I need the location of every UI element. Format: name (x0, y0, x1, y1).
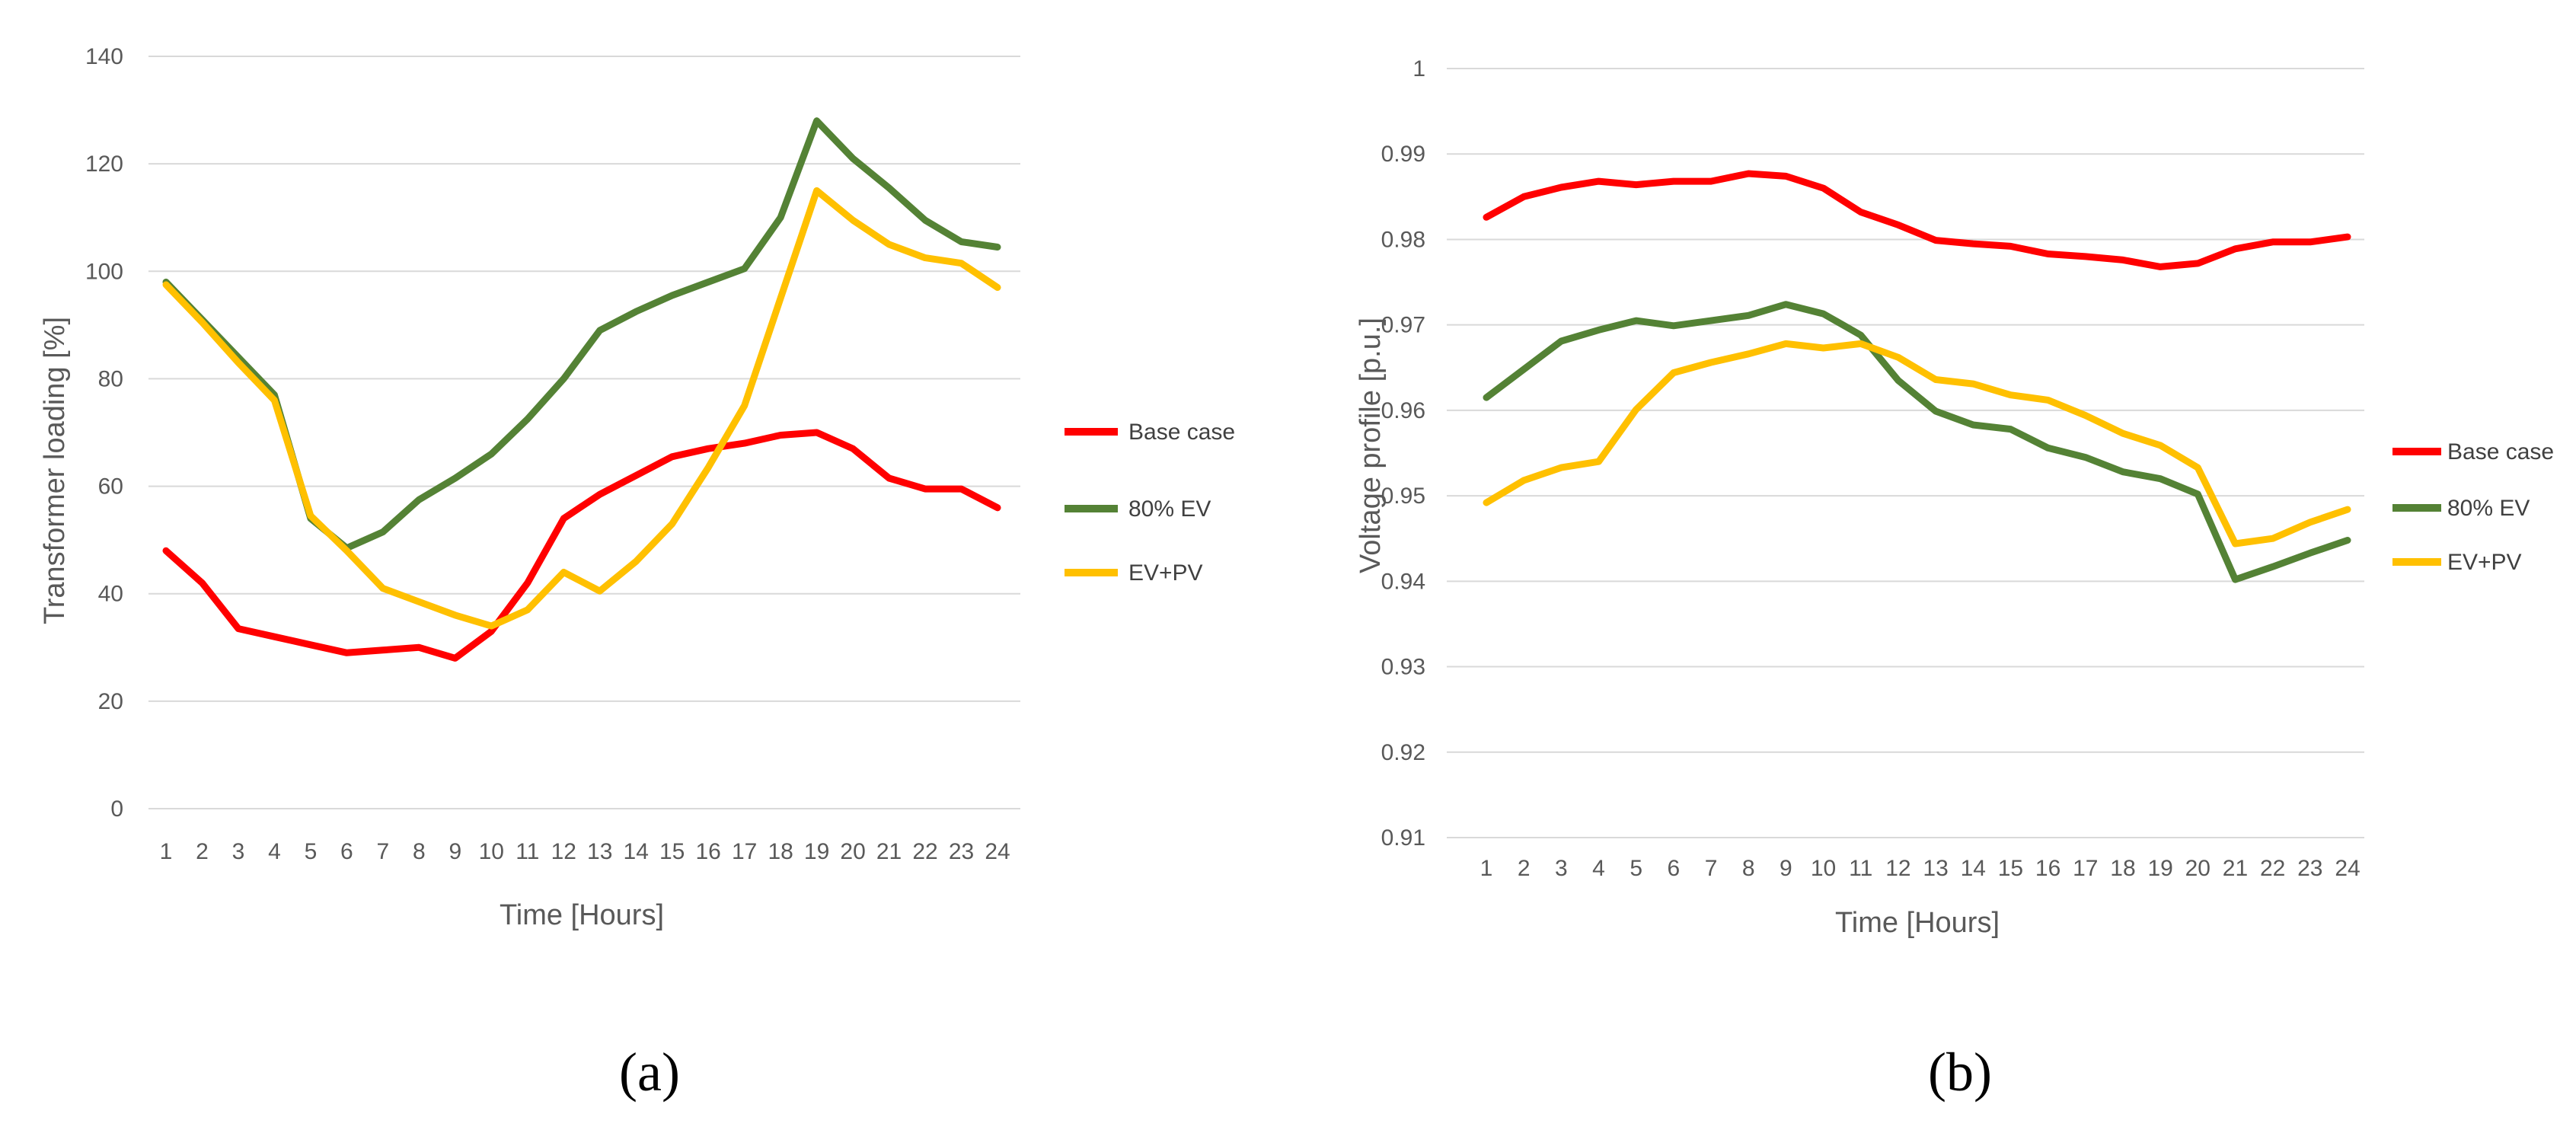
chart-a-x-tick-label: 16 (695, 839, 720, 864)
chart-b-y-axis-title: Voltage profile [p.u.] (1355, 318, 1387, 573)
chart-b-x-tick-label: 13 (1923, 856, 1948, 881)
chart-a-x-tick-label: 14 (624, 839, 649, 864)
chart-b-x-tick-label: 2 (1518, 856, 1531, 881)
chart-a-caption: (a) (619, 1042, 680, 1103)
chart-a-x-tick-label: 2 (196, 839, 209, 864)
chart-a-x-tick-label: 18 (768, 839, 793, 864)
chart-a-x-tick-label: 10 (479, 839, 504, 864)
chart-b-x-tick-label: 12 (1885, 856, 1910, 881)
chart-a-x-tick-label: 21 (876, 839, 902, 864)
chart-a-series-line-80-ev (162, 117, 1001, 552)
chart-b-series-line-ev-pv (1483, 340, 2351, 547)
chart-b-x-tick-label: 8 (1742, 856, 1755, 881)
chart-a-legend: Base case 80% EV EV+PV (1065, 420, 1235, 586)
chart-b-x-tick-label: 6 (1668, 856, 1681, 881)
chart-a-x-tick-label: 24 (985, 839, 1010, 864)
chart-a-y-tick-label: 80 (98, 366, 123, 391)
chart-b-legend-label: 80% EV (2447, 496, 2530, 521)
chart-b-x-tick-label: 5 (1630, 856, 1642, 881)
chart-b-x-tick-label: 23 (2297, 856, 2322, 881)
chart-a-x-axis-title: Time [Hours] (500, 899, 664, 931)
chart-a-y-tick-label: 60 (98, 474, 123, 500)
chart-b-legend-label: EV+PV (2447, 550, 2522, 575)
chart-a-x-tick-label: 17 (732, 839, 757, 864)
chart-a-y-tick-label: 120 (85, 152, 123, 177)
chart-a-y-tick-label: 20 (98, 689, 123, 714)
chart-b-x-tick-label: 7 (1705, 856, 1718, 881)
chart-b-x-tick-label: 3 (1555, 856, 1568, 881)
chart-b-x-tick-label: 20 (2185, 856, 2211, 881)
chart-b-y-tick-label: 0.91 (1381, 825, 1425, 851)
chart-b-y-tick-label: 0.93 (1381, 655, 1425, 680)
chart-b-x-axis-title: Time [Hours] (1835, 907, 2000, 939)
chart-b-x-tick-label: 18 (2110, 856, 2135, 881)
chart-a-y-tick-label: 140 (85, 44, 123, 69)
chart-b-x-tick-label: 4 (1592, 856, 1605, 881)
chart-a-x-tick-label: 8 (413, 839, 426, 864)
chart-b-x-tick-label: 17 (2073, 856, 2098, 881)
chart-a-gridlines (148, 56, 1020, 809)
chart-b-y-ticks: 0.91 0.92 0.93 0.94 0.95 0.96 0.97 0.98 0.99 1 (1381, 56, 1425, 851)
chart-b-series-line-base-case (1483, 170, 2351, 270)
chart-b-y-tick-label: 0.97 (1381, 313, 1425, 338)
chart-b-x-tick-label: 1 (1480, 856, 1493, 881)
chart-b-x-tick-label: 22 (2260, 856, 2285, 881)
chart-a-x-tick-label: 6 (340, 839, 353, 864)
chart-b-y-tick-label: 0.96 (1381, 398, 1425, 423)
chart-b-x-tick-label: 15 (1998, 856, 2023, 881)
chart-a-y-tick-label: 100 (85, 259, 123, 284)
chart-a-x-tick-label: 20 (840, 839, 865, 864)
chart-a-x-tick-label: 9 (448, 839, 461, 864)
chart-a-x-tick-label: 12 (551, 839, 576, 864)
chart-a-legend-label: Base case (1128, 420, 1235, 445)
chart-a-legend-label: 80% EV (1128, 496, 1211, 522)
chart-a-x-tick-label: 22 (912, 839, 937, 864)
chart-a-x-tick-label: 11 (516, 839, 539, 864)
chart-b-x-tick-label: 21 (2223, 856, 2248, 881)
chart-b-x-tick-label: 16 (2035, 856, 2060, 881)
chart-a-x-tick-label: 1 (160, 839, 173, 864)
chart-b-x-tick-label: 11 (1849, 856, 1872, 881)
chart-a-legend-label: EV+PV (1128, 560, 1203, 586)
chart-a-x-ticks: 1 2 3 4 5 6 7 8 9 10 11 12 13 14 15 16 17 18 19 20 21 22 23 24 (160, 839, 1010, 864)
chart-b-x-tick-label: 14 (1961, 856, 1986, 881)
chart-a-x-tick-label: 19 (804, 839, 829, 864)
chart-b-x-tick-label: 10 (1811, 856, 1836, 881)
chart-a-y-ticks: 0 20 40 60 80 100 120 140 (85, 44, 123, 822)
chart-a-x-tick-label: 23 (949, 839, 974, 864)
chart-b-legend: Base case 80% EV EV+PV (2392, 439, 2554, 575)
chart-a-y-axis-title: Transformer loading [%] (39, 317, 71, 624)
chart-a-x-tick-label: 5 (305, 839, 318, 864)
chart-b-y-tick-label: 0.94 (1381, 569, 1425, 594)
chart-b-y-tick-label: 0.98 (1381, 227, 1425, 252)
chart-b-x-tick-label: 9 (1780, 856, 1792, 881)
chart-b-x-tick-label: 19 (2147, 856, 2172, 881)
chart-b-y-tick-label: 0.95 (1381, 484, 1425, 509)
chart-a-series-line-ev-pv (162, 187, 1001, 630)
chart-b-series (1483, 170, 2351, 583)
chart-b-caption: (b) (1928, 1042, 1992, 1103)
chart-b-x-tick-label: 24 (2335, 856, 2360, 881)
chart-a-y-tick-label: 0 (110, 796, 123, 822)
chart-b-legend-label: Base case (2447, 439, 2554, 464)
chart-a-x-tick-label: 13 (587, 839, 612, 864)
chart-a-x-tick-label: 15 (659, 839, 685, 864)
chart-b-gridlines (1447, 68, 2364, 838)
chart-b-y-tick-label: 0.99 (1381, 142, 1425, 167)
chart-b-x-ticks: 1 2 3 4 5 6 7 8 9 10 11 12 13 14 15 16 17 18 19 20 21 22 23 24 (1480, 856, 2361, 881)
chart-a-x-tick-label: 3 (232, 839, 245, 864)
chart-a-y-tick-label: 40 (98, 582, 123, 607)
chart-b-series-line-80-ev (1483, 301, 2351, 583)
chart-b-y-tick-label: 1 (1412, 56, 1425, 81)
chart-a-series (162, 117, 1001, 662)
chart-b-y-tick-label: 0.92 (1381, 740, 1425, 765)
chart-a-series-line-base-case (162, 429, 1001, 662)
chart-a-x-tick-label: 4 (268, 839, 281, 864)
chart-a-x-tick-label: 7 (377, 839, 390, 864)
